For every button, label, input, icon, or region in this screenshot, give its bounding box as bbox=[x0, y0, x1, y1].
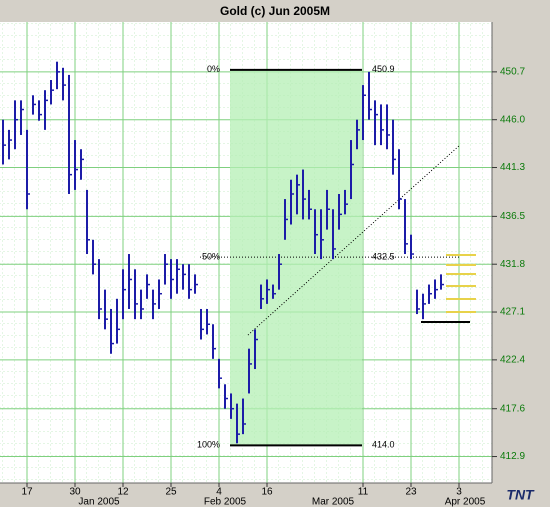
y-tick-label: 450.7 bbox=[500, 67, 525, 78]
y-tick-label: 422.4 bbox=[500, 355, 525, 366]
title-bar bbox=[0, 0, 550, 22]
x-tick-label: 23 bbox=[405, 487, 417, 498]
y-tick-label: 412.9 bbox=[500, 451, 525, 462]
fib-level-label: 100% bbox=[197, 440, 220, 450]
month-label: Feb 2005 bbox=[204, 497, 247, 507]
fib-value-label: 432.5 bbox=[372, 251, 395, 261]
y-axis-panel bbox=[492, 22, 550, 507]
month-label: Jan 2005 bbox=[78, 497, 120, 507]
logo: TNT bbox=[506, 487, 535, 503]
x-tick-label: 17 bbox=[21, 487, 33, 498]
y-tick-label: 431.8 bbox=[500, 259, 525, 270]
x-tick-label: 16 bbox=[261, 487, 273, 498]
month-label: Mar 2005 bbox=[312, 497, 355, 507]
fib-value-label: 450.9 bbox=[372, 64, 395, 74]
projection-lines bbox=[446, 254, 476, 313]
y-tick-label: 436.5 bbox=[500, 211, 525, 222]
x-tick-label: 30 bbox=[69, 487, 81, 498]
x-tick-label: 25 bbox=[165, 487, 177, 498]
x-tick-label: 3 bbox=[456, 487, 462, 498]
x-axis-panel bbox=[0, 483, 492, 507]
fib-level-label: 50% bbox=[202, 251, 220, 261]
y-tick-label: 446.0 bbox=[500, 114, 525, 125]
fib-value-label: 414.0 bbox=[372, 440, 395, 450]
trend-line bbox=[247, 144, 461, 336]
fib-box bbox=[230, 70, 362, 446]
x-tick-label: 4 bbox=[216, 487, 222, 498]
chart-title: Gold (c) Jun 2005M bbox=[220, 4, 330, 18]
fib-level-label: 0% bbox=[207, 64, 220, 74]
y-tick-label: 427.1 bbox=[500, 307, 525, 318]
x-tick-label: 12 bbox=[117, 487, 129, 498]
y-tick-label: 441.3 bbox=[500, 162, 525, 173]
month-label: Apr 2005 bbox=[445, 497, 486, 507]
x-tick-label: 11 bbox=[358, 487, 369, 498]
y-tick-label: 417.6 bbox=[500, 403, 525, 414]
